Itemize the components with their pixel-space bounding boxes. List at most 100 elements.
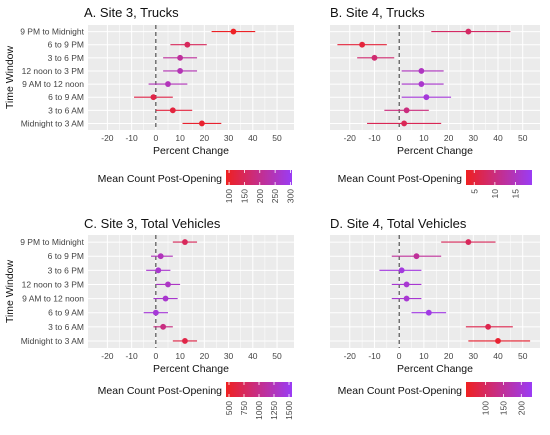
data-point	[152, 309, 159, 316]
legend-tick-label: 150	[239, 189, 249, 203]
x-tick-label: 30	[224, 133, 234, 143]
data-point	[465, 28, 472, 35]
plot-background	[88, 25, 294, 130]
x-tick-label: 50	[272, 351, 282, 361]
panel-title: D. Site 4, Total Vehicles	[330, 216, 467, 231]
data-point	[418, 68, 425, 74]
y-tick-label: 12 noon to 3 PM	[22, 66, 84, 76]
data-point	[403, 295, 410, 302]
y-tick-label: 6 to 9 AM	[48, 308, 84, 318]
legend-tick-label: 1000	[254, 401, 264, 420]
x-axis-title: Percent Change	[397, 145, 473, 157]
legend-tick-label: 150	[498, 401, 508, 415]
y-tick-label: 3 to 6 AM	[48, 322, 84, 332]
y-tick-label: 3 to 6 PM	[48, 265, 84, 275]
panel-title: A. Site 3, Trucks	[84, 5, 179, 20]
plot-background	[330, 25, 540, 130]
x-tick-label: -20	[344, 351, 357, 361]
x-tick-label: -10	[368, 133, 381, 143]
data-point	[371, 54, 378, 61]
y-tick-label: 9 PM to Midnight	[20, 237, 84, 247]
data-point	[165, 281, 171, 288]
data-point	[403, 107, 410, 114]
x-axis-title: Percent Change	[153, 363, 229, 375]
legend-tick-label: 750	[239, 401, 249, 415]
data-point	[160, 323, 167, 330]
y-tick-label: 6 to 9 PM	[48, 251, 84, 261]
data-point	[162, 295, 169, 302]
data-point	[177, 54, 183, 61]
data-point	[169, 107, 176, 114]
y-tick-label: 9 AM to 12 noon	[22, 294, 84, 304]
legend-title: Mean Count Post-Opening	[98, 173, 222, 185]
x-tick-label: -10	[368, 351, 381, 361]
panel-title: C. Site 3, Total Vehicles	[84, 216, 221, 231]
x-tick-label: 50	[518, 351, 528, 361]
y-tick-label: 12 noon to 3 PM	[22, 279, 84, 289]
data-point	[425, 309, 432, 316]
legend-tick-label: 500	[224, 401, 234, 415]
legend-colorbar	[226, 170, 292, 185]
data-point	[157, 253, 164, 260]
legend-colorbar	[466, 170, 532, 185]
legend-tick-label: 100	[481, 401, 491, 415]
legend-tick-label: 1500	[284, 401, 294, 420]
legend-tick-label: 100	[224, 189, 234, 203]
y-tick-label: 3 to 6 PM	[48, 53, 84, 63]
data-point	[150, 94, 157, 101]
x-tick-label: 20	[200, 351, 210, 361]
x-tick-label: 10	[175, 351, 185, 361]
y-tick-label: 6 to 9 PM	[48, 40, 84, 50]
legend-tick-label: 200	[255, 189, 265, 203]
data-point	[165, 81, 171, 87]
x-tick-label: 40	[493, 351, 503, 361]
x-tick-label: -20	[101, 351, 114, 361]
data-point	[177, 68, 183, 74]
data-point	[401, 120, 408, 127]
data-point	[182, 338, 188, 344]
x-axis-title: Percent Change	[397, 363, 473, 375]
data-point	[230, 28, 237, 35]
x-tick-label: 0	[397, 351, 402, 361]
x-tick-label: 30	[469, 133, 479, 143]
x-tick-label: 20	[200, 133, 210, 143]
x-tick-label: -20	[101, 133, 114, 143]
x-axis-title: Percent Change	[153, 145, 229, 157]
x-tick-label: 0	[153, 351, 158, 361]
x-tick-label: 40	[493, 133, 503, 143]
y-tick-label: Midnight to 3 AM	[21, 118, 84, 128]
legend-colorbar	[226, 382, 292, 397]
legend-tick-label: 15	[511, 189, 521, 199]
legend-colorbar	[466, 382, 532, 397]
legend-tick-label: 300	[285, 189, 295, 203]
data-point	[423, 94, 430, 101]
data-point	[398, 267, 405, 274]
y-tick-label: 6 to 9 AM	[48, 92, 84, 102]
x-tick-label: 30	[224, 351, 234, 361]
x-tick-label: 30	[469, 351, 479, 361]
data-point	[465, 239, 472, 245]
x-tick-label: 20	[444, 133, 454, 143]
y-tick-label: Midnight to 3 AM	[21, 336, 84, 346]
data-point	[485, 323, 492, 330]
plot-background	[88, 235, 294, 348]
legend-tick-label: 1250	[269, 401, 279, 420]
y-tick-label: 9 AM to 12 noon	[22, 79, 84, 89]
legend-tick-label: 5	[469, 189, 479, 194]
x-tick-label: 10	[419, 351, 429, 361]
legend-title: Mean Count Post-Opening	[338, 173, 462, 185]
data-point	[184, 41, 191, 48]
x-tick-label: -10	[125, 351, 138, 361]
x-tick-label: 40	[248, 351, 258, 361]
plot-background	[330, 235, 540, 348]
x-tick-label: 0	[397, 133, 402, 143]
x-tick-label: 50	[518, 133, 528, 143]
panel-title: B. Site 4, Trucks	[330, 5, 425, 20]
x-tick-label: 40	[248, 133, 258, 143]
data-point	[403, 281, 410, 288]
panel-b: B. Site 4, Trucks -20 -10 0 10 20 30 40 50 Percen…	[330, 5, 540, 198]
x-tick-label: 10	[175, 133, 185, 143]
x-tick-label: 10	[419, 133, 429, 143]
data-point	[413, 253, 420, 260]
